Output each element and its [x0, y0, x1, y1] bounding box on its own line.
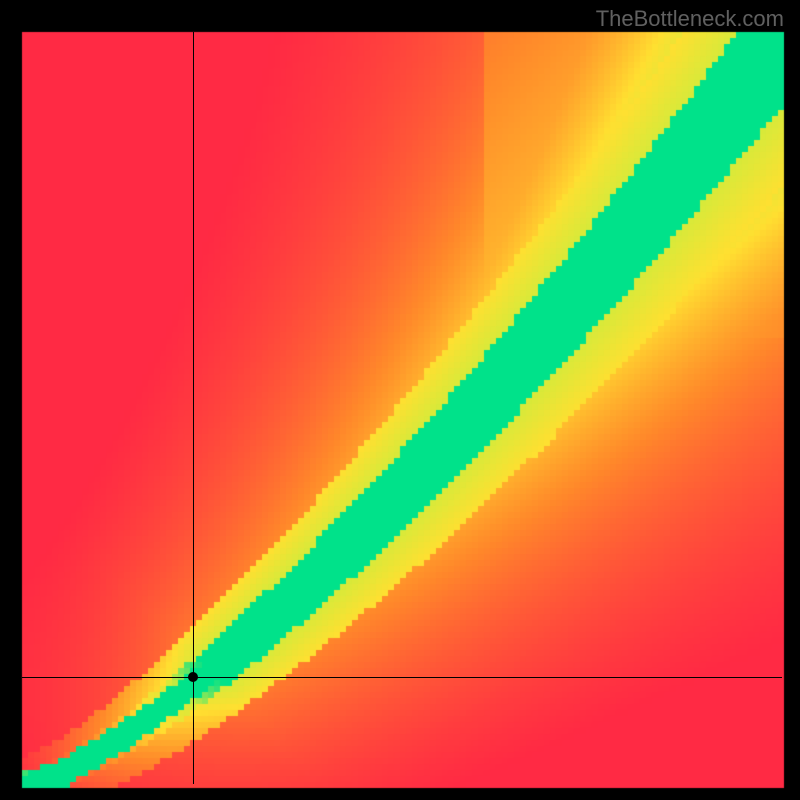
crosshair-marker: [188, 672, 198, 682]
crosshair-horizontal: [22, 677, 782, 678]
crosshair-vertical: [193, 32, 194, 784]
bottleneck-heatmap: [0, 0, 800, 800]
chart-container: TheBottleneck.com: [0, 0, 800, 800]
watermark-text: TheBottleneck.com: [596, 6, 784, 32]
